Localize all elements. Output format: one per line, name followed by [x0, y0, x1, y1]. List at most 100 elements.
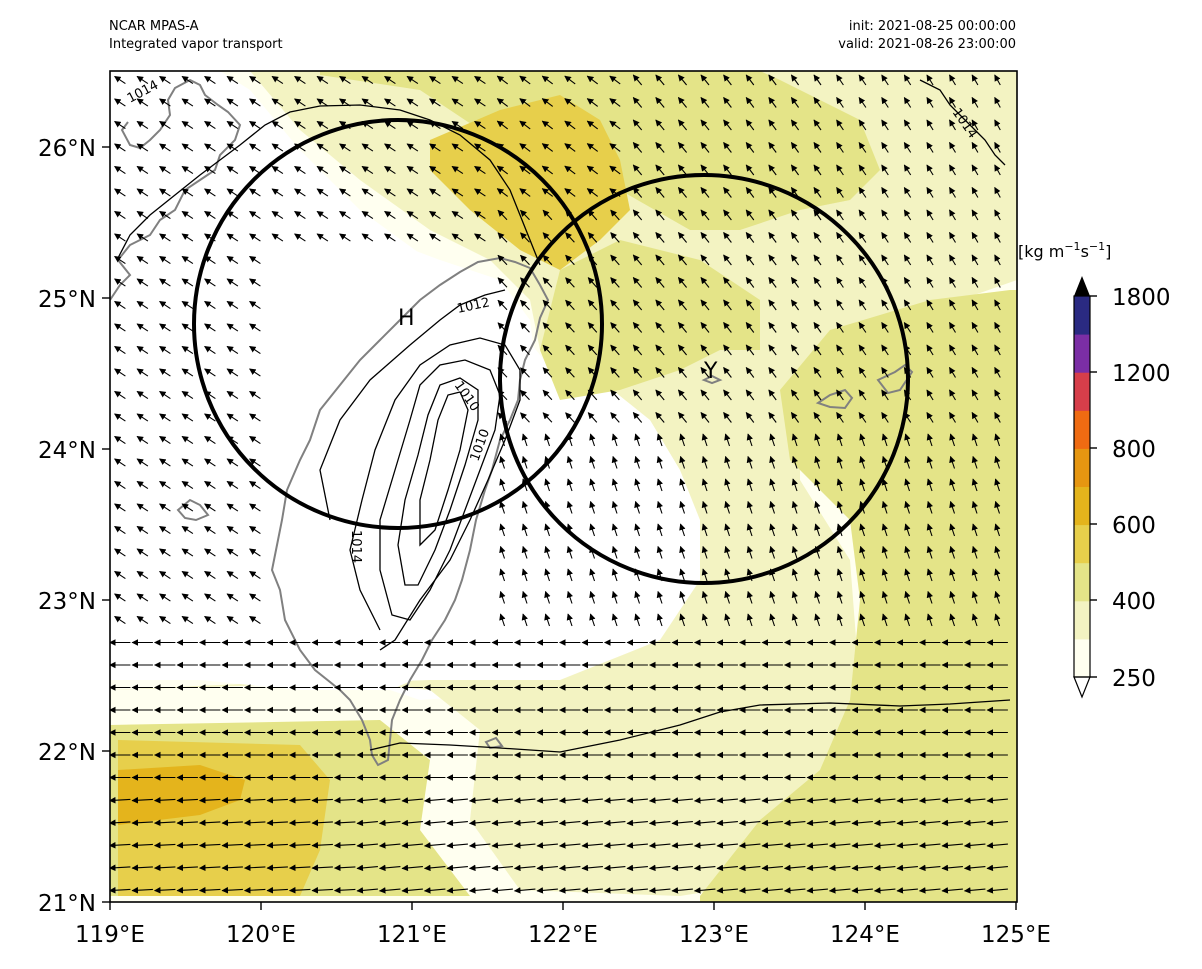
ivt-vector-arrow	[356, 819, 378, 827]
ivt-vector-arrow	[361, 143, 374, 152]
ivt-vector-arrow	[949, 276, 956, 288]
ivt-vector-arrow	[634, 590, 641, 604]
ivt-vector-arrow	[745, 231, 755, 243]
ivt-vector-arrow	[851, 864, 873, 872]
ivt-vector-arrow	[632, 299, 643, 311]
ivt-vector-arrow	[565, 367, 575, 378]
ivt-vector-arrow	[971, 344, 979, 356]
ivt-vector-arrow	[904, 455, 911, 469]
ivt-vector-arrow	[429, 233, 441, 242]
ivt-vector-arrow	[655, 299, 665, 311]
ivt-vector-arrow	[926, 590, 934, 604]
ivt-vector-arrow	[679, 590, 686, 604]
ivt-vector-arrow	[378, 797, 401, 804]
ivt-vector-arrow	[159, 165, 171, 175]
ivt-vector-arrow	[903, 276, 912, 288]
ivt-vector-arrow	[406, 233, 419, 242]
ivt-vector-arrow	[701, 478, 709, 492]
ivt-vector-arrow	[693, 797, 716, 804]
ivt-vector-arrow	[918, 797, 941, 804]
ivt-vector-arrow	[451, 75, 464, 85]
ivt-vector-arrow	[828, 864, 851, 872]
ivt-vector-arrow	[836, 389, 844, 401]
ivt-fill-600-700	[118, 765, 245, 825]
ivt-vector-arrow	[783, 797, 806, 804]
ivt-vector-arrow	[903, 299, 912, 311]
ivt-vector-arrow	[316, 75, 329, 85]
ivt-vector-arrow	[858, 231, 867, 243]
ivt-vector-arrow	[859, 478, 866, 492]
ivt-vector-arrow	[949, 209, 956, 221]
ivt-vector-arrow	[986, 819, 1008, 827]
ivt-vector-arrow	[181, 480, 194, 490]
ivt-vector-arrow	[542, 344, 553, 356]
ivt-vector-arrow	[949, 433, 956, 447]
ivt-vector-arrow	[339, 210, 351, 220]
ivt-vector-arrow	[858, 164, 867, 176]
ivt-vector-arrow	[586, 165, 599, 175]
ivt-vector-arrow	[677, 119, 688, 131]
ivt-vector-arrow	[858, 411, 867, 423]
ivt-vector-arrow	[971, 74, 979, 86]
ivt-vector-arrow	[114, 98, 126, 107]
ivt-vector-arrow	[904, 568, 911, 582]
ivt-vector-arrow	[564, 165, 576, 175]
ivt-vector-arrow	[828, 842, 851, 849]
ivt-vector-arrow	[384, 98, 396, 107]
ivt-vector-arrow	[198, 796, 221, 804]
colorbar-block	[1074, 562, 1090, 602]
ivt-vector-arrow	[226, 390, 239, 400]
ivt-vector-arrow	[513, 864, 536, 872]
ivt-vector-arrow	[761, 819, 783, 827]
ivt-vector-arrow	[700, 411, 710, 423]
ivt-vector-arrow	[496, 188, 509, 197]
ivt-vector-arrow	[632, 96, 643, 108]
ivt-vector-arrow	[226, 300, 239, 310]
colorbar-block	[1074, 638, 1090, 678]
ivt-vector-arrow	[181, 165, 194, 175]
ivt-vector-arrow	[181, 323, 194, 332]
ivt-vector-arrow	[858, 299, 867, 311]
ivt-vector-arrow	[610, 254, 620, 266]
contour-1006	[419, 391, 469, 547]
ivt-vector-arrow	[221, 864, 243, 872]
ivt-vector-arrow	[994, 366, 1001, 378]
ivt-vector-arrow	[626, 864, 648, 872]
ivt-vector-arrow	[926, 344, 934, 356]
ivt-vector-arrow	[655, 344, 665, 356]
ivt-vector-arrow	[159, 98, 171, 107]
ivt-vector-arrow	[610, 299, 620, 311]
ivt-vector-arrow	[204, 413, 216, 422]
ivt-vector-arrow	[566, 545, 574, 559]
ivt-vector-arrow	[520, 232, 530, 243]
ivt-vector-arrow	[114, 570, 126, 580]
ivt-vector-arrow	[858, 209, 867, 221]
ivt-vector-arrow	[836, 96, 844, 108]
ivt-vector-arrow	[941, 797, 963, 804]
ivt-vector-arrow	[406, 210, 419, 220]
ivt-vector-arrow	[589, 590, 596, 604]
ivt-vector-arrow	[451, 233, 464, 242]
ivt-vector-arrow	[226, 345, 239, 355]
ivt-vector-arrow	[701, 455, 709, 469]
ivt-vector-arrow	[655, 186, 665, 198]
ivt-vector-arrow	[565, 232, 575, 243]
ivt-vector-arrow	[316, 120, 329, 130]
ivt-vector-arrow	[611, 500, 619, 514]
ivt-vector-arrow	[745, 141, 755, 153]
ivt-vector-arrow	[159, 278, 171, 287]
ivt-vector-arrow	[226, 368, 239, 377]
ivt-vector-arrow	[926, 613, 934, 627]
ivt-vector-arrow	[971, 478, 979, 492]
ivt-vector-arrow	[451, 165, 464, 175]
contour-1014-south	[369, 699, 1011, 753]
ivt-vector-arrow	[745, 209, 755, 221]
ivt-vector-arrow	[249, 233, 261, 242]
ivt-vector-arrow	[881, 231, 889, 243]
ivt-vector-arrow	[226, 413, 239, 422]
ivt-vector-arrow	[994, 523, 1001, 537]
ivt-vector-arrow	[814, 500, 821, 514]
ivt-vector-arrow	[806, 797, 828, 804]
ivt-vector-arrow	[858, 96, 867, 108]
ivt-vector-arrow	[451, 120, 464, 130]
